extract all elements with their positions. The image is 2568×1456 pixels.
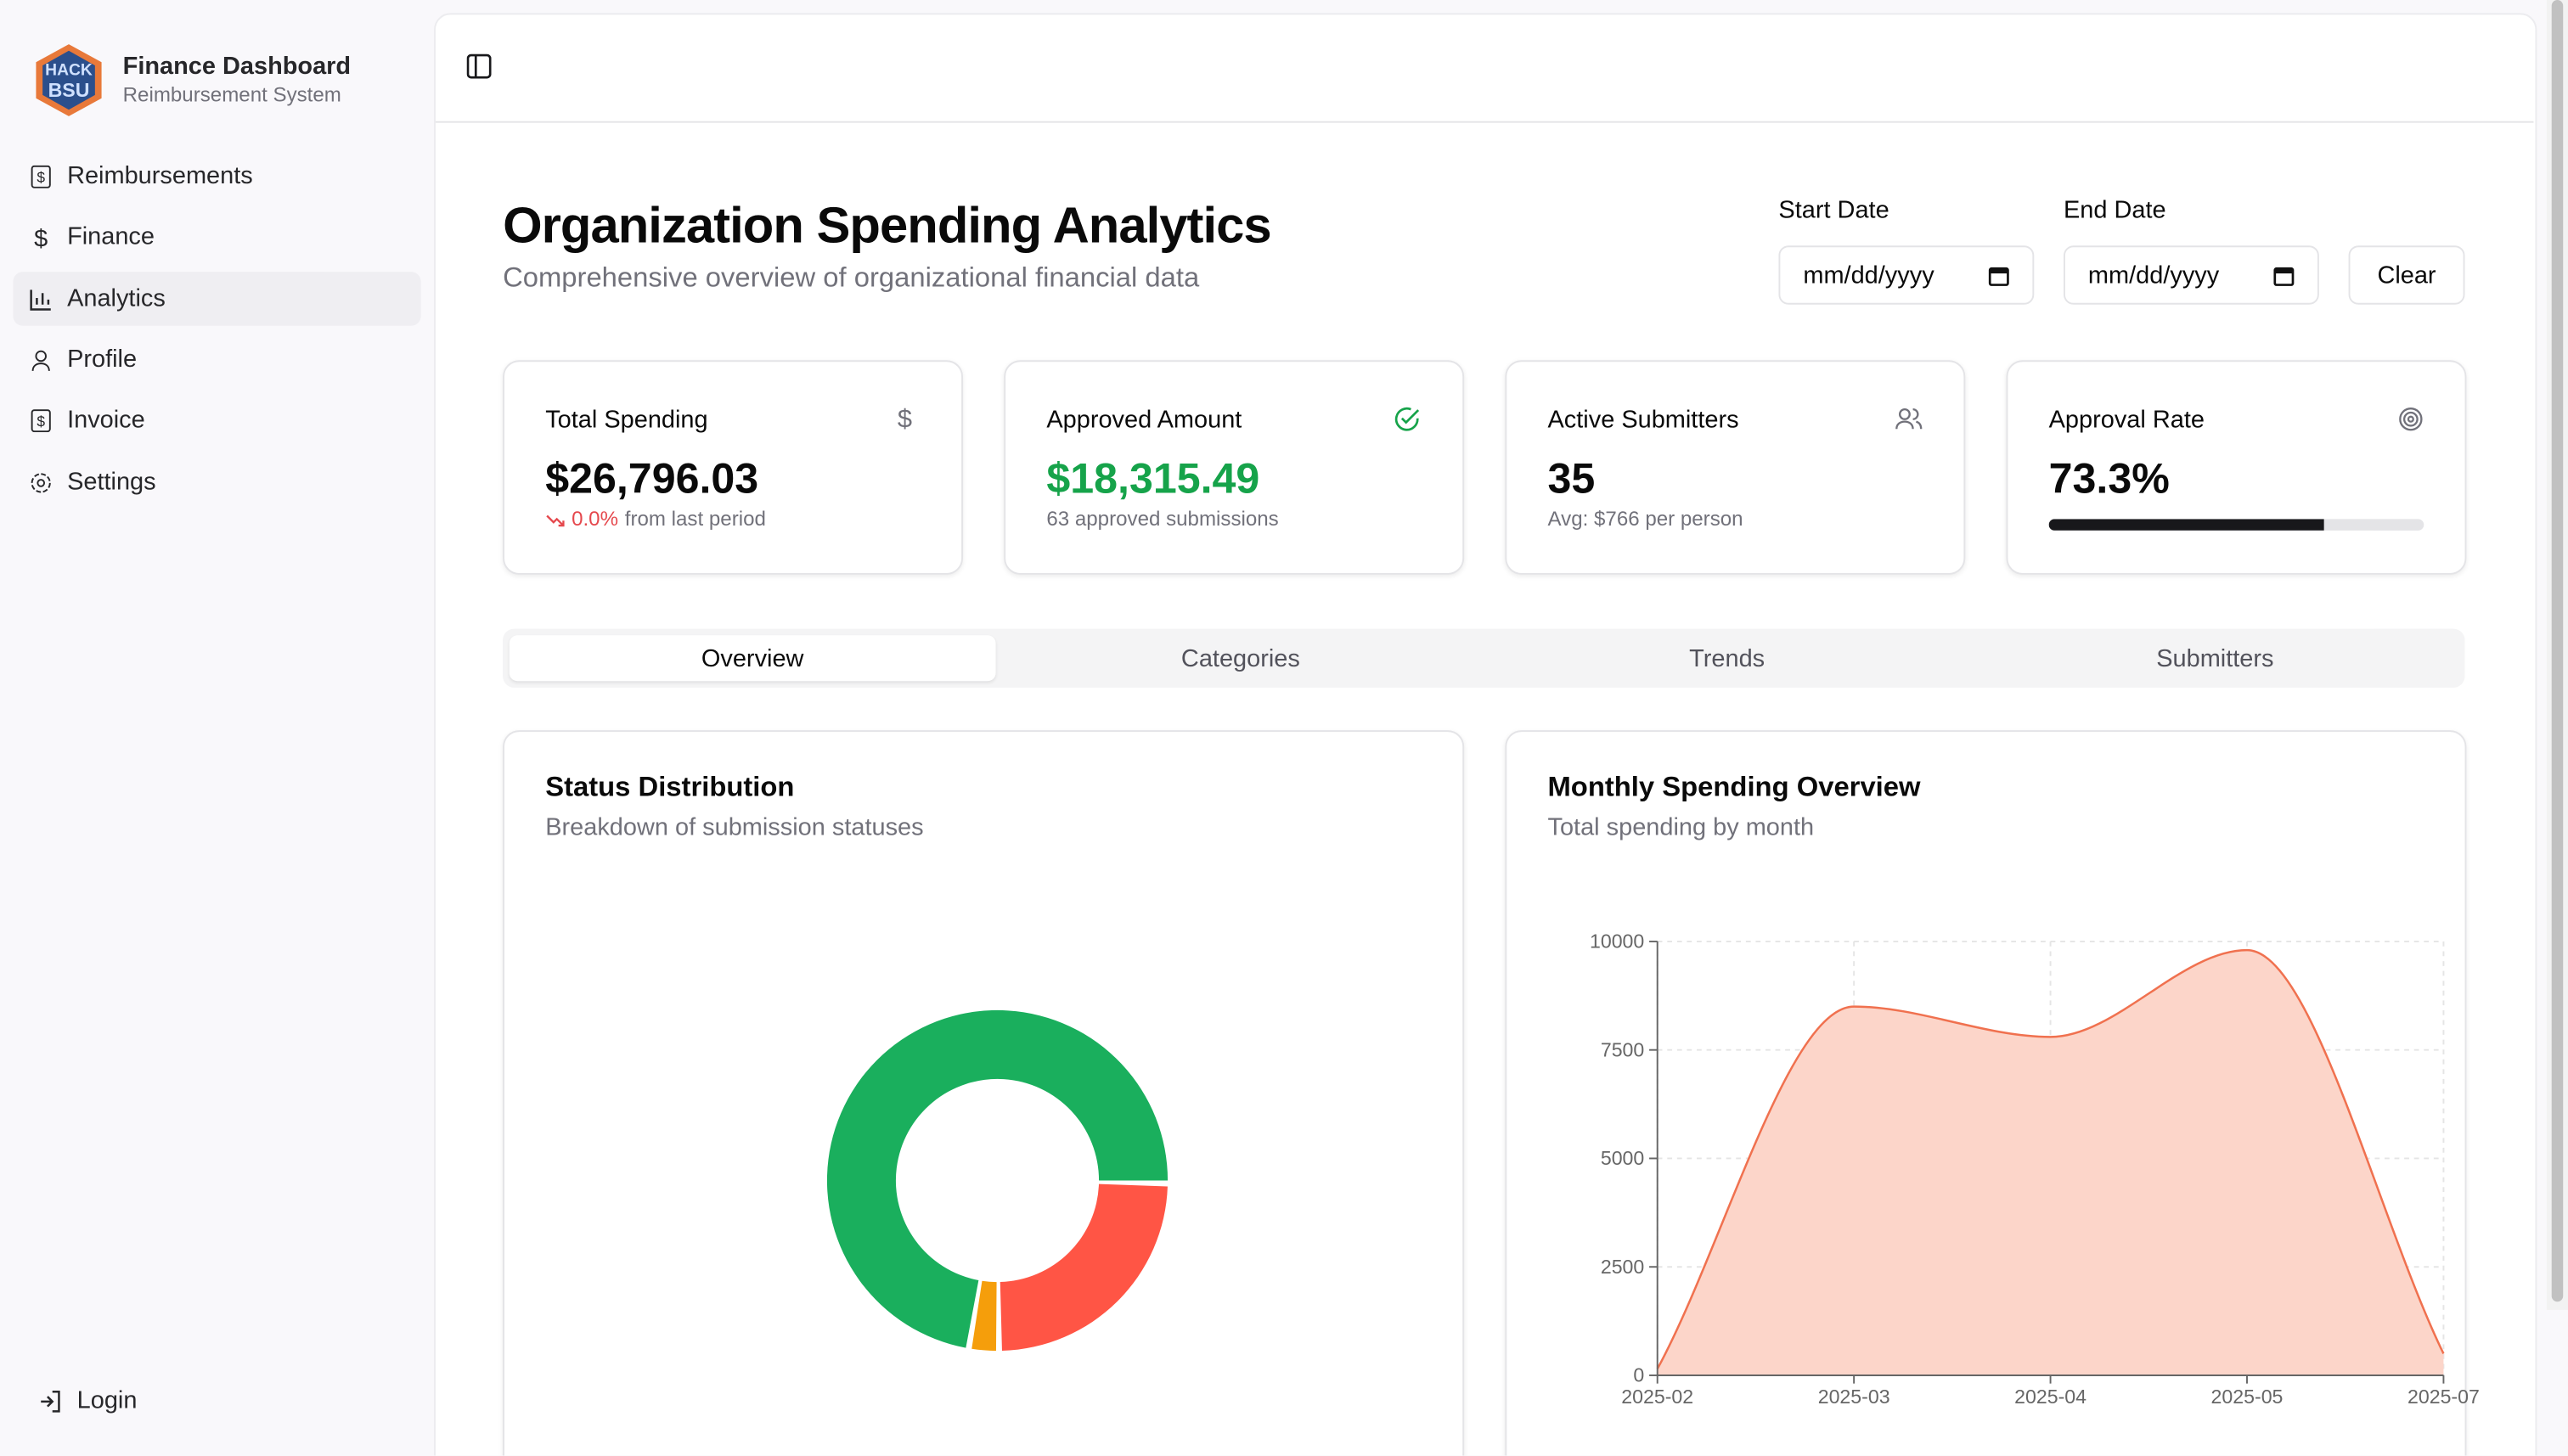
stat-card: Approved Amount $18,315.49 63 approved s…: [1004, 360, 1465, 575]
nav-label: Settings: [67, 468, 156, 497]
stat-label: Total Spending: [545, 406, 708, 435]
stat-card: Approval Rate 73.3%: [2006, 360, 2467, 575]
svg-text:$: $: [37, 412, 45, 429]
svg-text:$: $: [34, 225, 48, 248]
stat-value: 73.3%: [2048, 453, 2170, 503]
stat-value: $18,315.49: [1046, 453, 1260, 503]
stat-value: $26,796.03: [545, 453, 759, 503]
chart-title: Status Distribution: [545, 771, 795, 802]
nav-item[interactable]: Analytics: [13, 272, 421, 326]
y-tick-label: 2500: [1601, 1256, 1644, 1278]
icon: [1394, 406, 1420, 440]
progress-fill: [2048, 519, 2324, 531]
tab[interactable]: Submitters: [2156, 644, 2274, 672]
y-tick-label: 5000: [1601, 1147, 1644, 1169]
nav-label: Analytics: [67, 284, 166, 313]
x-tick-label: 2025-07: [2408, 1386, 2480, 1408]
stat-label: Approved Amount: [1046, 406, 1242, 435]
tab[interactable]: Categories: [1180, 644, 1300, 672]
area: [1657, 950, 2444, 1375]
clear-label: Clear: [2377, 261, 2436, 290]
nav-item[interactable]: $ Reimbursements: [13, 149, 420, 203]
x-tick-label: 2025-05: [2211, 1386, 2284, 1408]
start-date[interactable]: mm/dd/yyyy: [1778, 245, 2035, 305]
sidebar-toggle[interactable]: [466, 53, 492, 87]
y-tick-label: 7500: [1601, 1038, 1644, 1060]
stat-label: Approval Rate: [2048, 406, 2205, 435]
stat-note: 63 approved submissions: [1046, 507, 1279, 531]
icon: [2397, 406, 2424, 440]
stat-change: 0.0%: [572, 507, 619, 531]
y-tick-label: 0: [1633, 1364, 1644, 1386]
stat-value: 35: [1547, 453, 1596, 503]
nav-label: Profile: [67, 345, 138, 374]
x-tick-label: 2025-04: [2014, 1386, 2086, 1408]
pie-slice: [826, 1009, 1169, 1348]
app-subtitle: Reimbursement System: [122, 83, 341, 107]
nav-label: Invoice: [67, 406, 145, 435]
stat-card: Active Submitters 35 Avg: $766 per perso…: [1505, 360, 1966, 575]
scrollbar[interactable]: [2546, 0, 2568, 1310]
x-tick-label: 2025-02: [1621, 1386, 1693, 1408]
placeholder: mm/dd/yyyy: [2087, 261, 2220, 290]
pie-slice: [1000, 1183, 1168, 1351]
chart-subtitle: Total spending by month: [1547, 813, 1815, 842]
nav-item[interactable]: $ Invoice: [13, 393, 420, 447]
nav-label: Reimbursements: [67, 161, 253, 190]
stat-note-row: 0.0% from last period: [545, 508, 766, 531]
end-label: End Date: [2063, 196, 2166, 225]
login[interactable]: Login: [13, 1374, 420, 1428]
nav-item[interactable]: Profile: [13, 332, 420, 386]
stat-label: Active Submitters: [1547, 406, 1739, 435]
end-date[interactable]: mm/dd/yyyy: [2063, 245, 2319, 305]
placeholder: mm/dd/yyyy: [1803, 261, 1934, 290]
svg-text:$: $: [37, 168, 45, 185]
tab[interactable]: Overview: [509, 635, 996, 682]
y-tick-label: 10000: [1590, 930, 1644, 953]
svg-text:BSU: BSU: [48, 79, 90, 101]
nav-item[interactable]: $ Finance: [13, 210, 420, 264]
page-title: Organization Spending Analytics: [503, 196, 1272, 254]
nav-item[interactable]: Settings: [13, 455, 420, 509]
chart-subtitle: Breakdown of submission statuses: [545, 813, 924, 842]
app-title: Finance Dashboard: [122, 52, 352, 81]
header-divider: [435, 121, 2534, 123]
logo: HACK BSU: [33, 42, 105, 126]
stat-note: from last period: [624, 507, 766, 531]
stat-note: Avg: $766 per person: [1547, 507, 1743, 531]
icon: [1895, 406, 1923, 440]
pie-slice: [971, 1280, 997, 1352]
progress-track: [2048, 519, 2424, 531]
x-tick-label: 2025-03: [1818, 1386, 1890, 1408]
stat-card: Total Spending $ $26,796.03 0.0% from las…: [503, 360, 963, 575]
login-label: Login: [76, 1386, 138, 1415]
nav-label: Finance: [67, 222, 155, 251]
line: [1656, 948, 2445, 1369]
start-label: Start Date: [1778, 196, 1889, 225]
icon: $: [897, 406, 913, 435]
tab[interactable]: Trends: [1689, 644, 1766, 672]
page-subtitle: Comprehensive overview of organizational…: [503, 261, 1200, 294]
chart-title: Monthly Spending Overview: [1547, 771, 1921, 802]
clear-button[interactable]: Clear: [2348, 245, 2465, 305]
svg-text:HACK: HACK: [45, 62, 93, 80]
